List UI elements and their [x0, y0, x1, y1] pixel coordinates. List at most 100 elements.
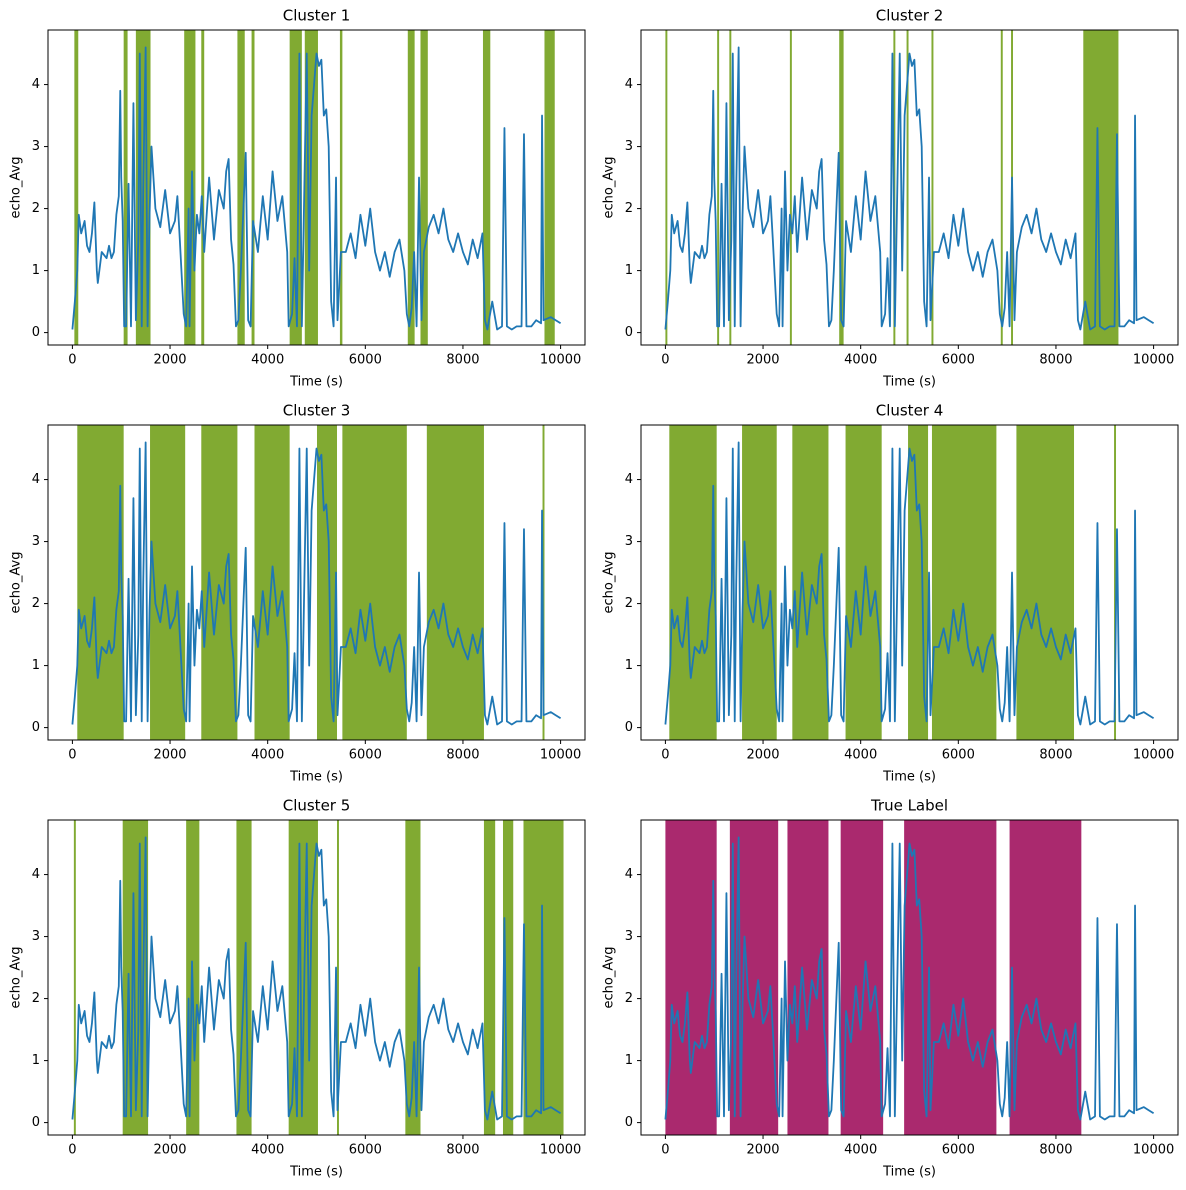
data-line	[71, 441, 562, 726]
shaded-span	[150, 425, 186, 740]
x-tick-label: 6000	[942, 353, 975, 368]
x-axis-label: Time (s)	[882, 1165, 936, 1180]
shaded-span	[1016, 425, 1075, 740]
shaded-span	[665, 30, 668, 345]
shaded-span	[931, 425, 997, 740]
y-tick-label: 3	[625, 534, 633, 549]
x-tick-label: 8000	[446, 353, 479, 368]
y-tick-label: 1	[32, 263, 40, 278]
y-tick-label: 4	[625, 77, 633, 92]
y-tick-label: 0	[32, 325, 40, 340]
shaded-span	[251, 30, 255, 345]
x-tick-label: 2000	[746, 353, 779, 368]
shaded-span	[669, 425, 717, 740]
shaded-span	[840, 820, 884, 1135]
y-tick-label: 0	[32, 720, 40, 735]
x-tick-label: 4000	[844, 1143, 877, 1158]
subplot: 0 2000 4000 6000 8000 10000 0 1 2 3 4 Cluster 3 Time…	[9, 402, 586, 785]
subplot: 0 2000 4000 6000 8000 10000 0 1 2 3 4 Cluster 4 Time…	[602, 402, 1179, 785]
axes-frame	[47, 29, 586, 346]
y-tick-label: 1	[32, 1053, 40, 1068]
x-axis-label: Time (s)	[882, 375, 936, 390]
axes-frame	[47, 819, 586, 1136]
y-tick-label: 1	[32, 658, 40, 673]
y-tick-label: 3	[32, 534, 40, 549]
shaded-span	[1009, 820, 1082, 1135]
x-tick-label: 10000	[1133, 353, 1174, 368]
x-tick-label: 4000	[251, 748, 284, 763]
shaded-span	[904, 820, 997, 1135]
shaded-span	[502, 820, 514, 1135]
x-tick-label: 10000	[1133, 748, 1174, 763]
x-tick-label: 6000	[942, 1143, 975, 1158]
shaded-span	[201, 425, 238, 740]
plot-area	[71, 820, 564, 1135]
subplot: 0 2000 4000 6000 8000 10000 0 1 2 3 4 Cluster 2 Time…	[602, 7, 1179, 390]
x-tick-label: 4000	[844, 748, 877, 763]
shaded-span	[74, 30, 79, 345]
x-tick-label: 8000	[1039, 748, 1072, 763]
y-tick-label: 4	[625, 472, 633, 487]
y-tick-label: 2	[625, 991, 633, 1006]
y-tick-label: 2	[625, 596, 633, 611]
y-axis-label: echo_Avg	[9, 157, 24, 219]
plot-area	[664, 425, 1155, 740]
x-tick-label: 8000	[446, 748, 479, 763]
shaded-span	[73, 820, 76, 1135]
x-axis-label: Time (s)	[289, 1165, 343, 1180]
axes-frame	[640, 424, 1179, 741]
y-axis-label: echo_Avg	[9, 947, 24, 1009]
y-axis-label: echo_Avg	[602, 947, 617, 1009]
x-tick-label: 6000	[349, 353, 382, 368]
shaded-span	[337, 820, 339, 1135]
y-tick-label: 1	[625, 263, 633, 278]
shaded-span	[201, 30, 205, 345]
subplot: 0 2000 4000 6000 8000 10000 0 1 2 3 4 Cluster 5 Time…	[9, 797, 586, 1180]
shaded-span	[931, 30, 934, 345]
y-tick-label: 1	[625, 1053, 633, 1068]
x-tick-label: 4000	[251, 1143, 284, 1158]
data-line	[664, 441, 1155, 726]
data-line	[71, 836, 562, 1121]
plot-area	[664, 30, 1155, 345]
x-axis-label: Time (s)	[882, 770, 936, 785]
data-line	[71, 46, 562, 331]
x-tick-label: 0	[68, 353, 76, 368]
y-tick-label: 2	[625, 201, 633, 216]
x-tick-label: 2000	[153, 748, 186, 763]
y-tick-label: 3	[625, 929, 633, 944]
subplot: 0 2000 4000 6000 8000 10000 0 1 2 3 4 Cluster 1 Time…	[9, 7, 586, 390]
shaded-span	[237, 30, 245, 345]
x-tick-label: 0	[661, 748, 669, 763]
y-tick-label: 0	[32, 1115, 40, 1130]
x-axis-label: Time (s)	[289, 375, 343, 390]
axes-frame	[640, 29, 1179, 346]
y-axis-label: echo_Avg	[602, 552, 617, 614]
x-tick-label: 8000	[1039, 1143, 1072, 1158]
shaded-span	[483, 820, 496, 1135]
plot-area	[71, 425, 562, 740]
x-tick-label: 8000	[446, 1143, 479, 1158]
y-tick-label: 2	[32, 201, 40, 216]
data-line	[664, 836, 1155, 1121]
chart-title: Cluster 4	[876, 402, 944, 420]
shaded-span	[184, 30, 196, 345]
shaded-span	[729, 30, 732, 345]
subplot: 0 2000 4000 6000 8000 10000 0 1 2 3 4 True Label Tim…	[602, 797, 1179, 1180]
y-tick-label: 3	[625, 139, 633, 154]
shaded-span	[544, 30, 555, 345]
shaded-span	[77, 425, 124, 740]
x-tick-label: 10000	[1133, 1143, 1174, 1158]
y-axis-label: echo_Avg	[9, 552, 24, 614]
plot-area	[664, 820, 1155, 1135]
chart-title: Cluster 1	[283, 7, 351, 25]
x-tick-label: 2000	[746, 748, 779, 763]
y-tick-label: 3	[32, 139, 40, 154]
chart-title: Cluster 3	[283, 402, 351, 420]
x-tick-label: 6000	[942, 748, 975, 763]
y-axis-label: echo_Avg	[602, 157, 617, 219]
x-tick-label: 0	[68, 1143, 76, 1158]
chart-title: True Label	[870, 797, 948, 815]
shaded-span	[316, 425, 338, 740]
